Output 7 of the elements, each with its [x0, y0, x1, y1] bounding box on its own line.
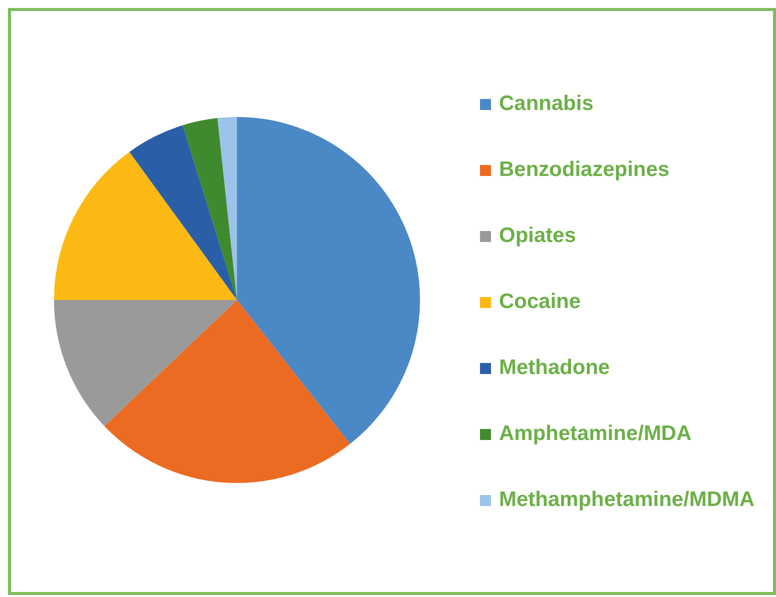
legend-label: Opiates	[499, 224, 576, 248]
legend-label: Amphetamine/MDA	[499, 422, 692, 446]
legend-label: Cannabis	[499, 92, 594, 116]
legend-label: Methamphetamine/MDMA	[499, 488, 755, 512]
legend-label: Methadone	[499, 356, 610, 380]
legend-label: Benzodiazepines	[499, 158, 670, 182]
legend-label: Cocaine	[499, 290, 581, 314]
